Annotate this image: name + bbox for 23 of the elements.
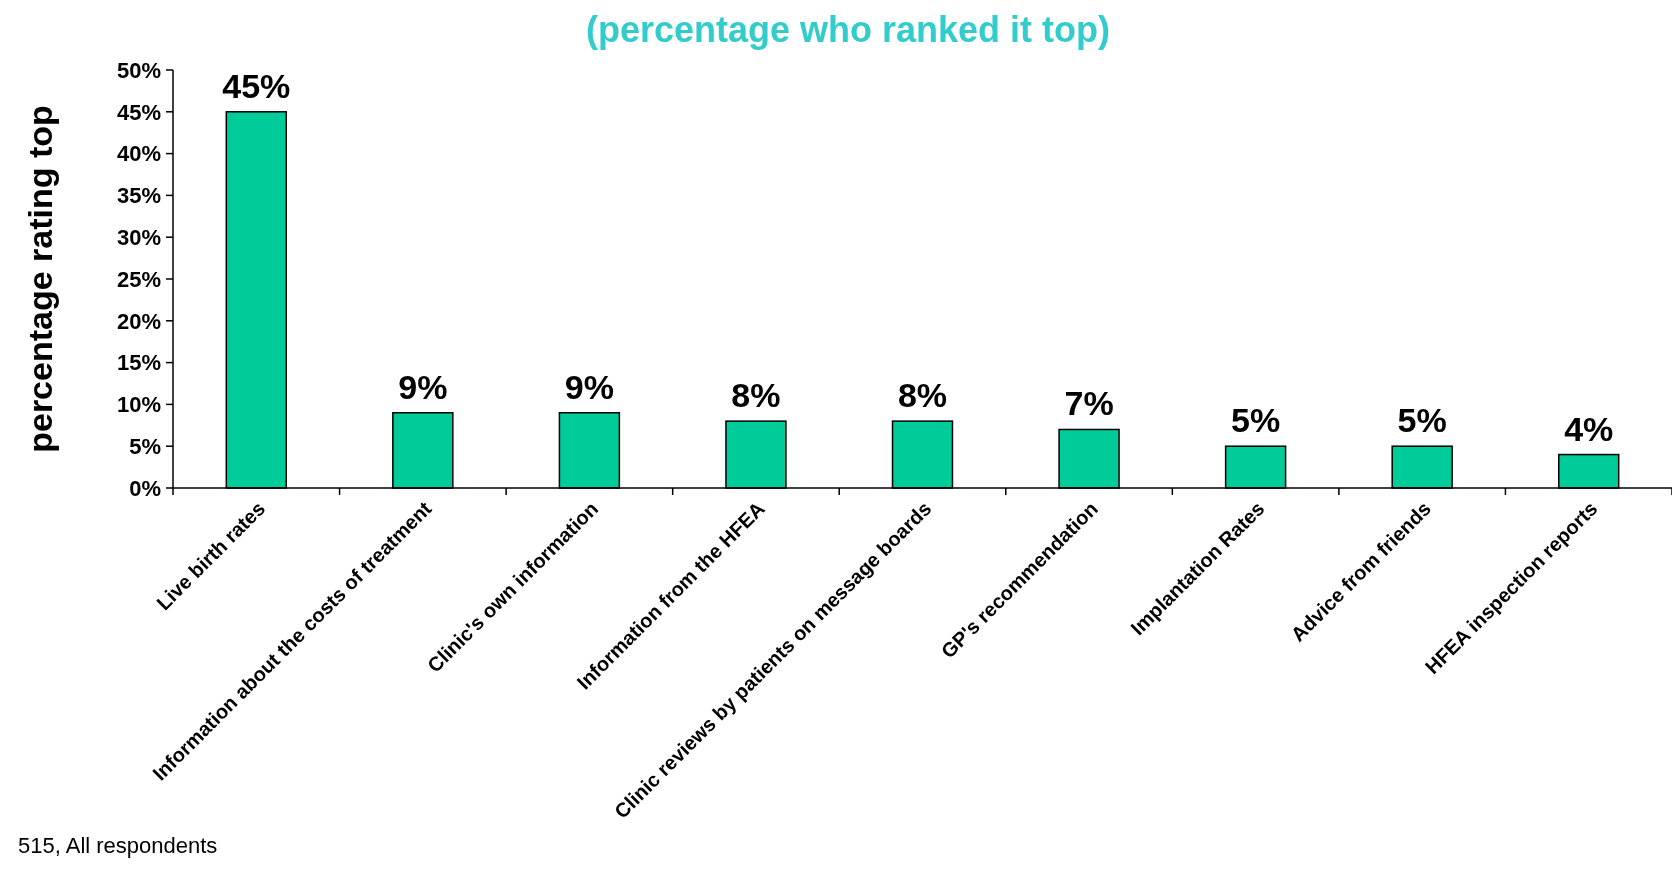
data-label: 45% bbox=[222, 66, 291, 105]
data-label: 9% bbox=[564, 367, 614, 406]
data-label: 8% bbox=[731, 376, 781, 415]
y-tick-label: 15% bbox=[116, 350, 161, 376]
data-label: 8% bbox=[897, 376, 948, 415]
y-tick-label: 0% bbox=[129, 475, 161, 501]
y-tick-label: 5% bbox=[129, 433, 161, 459]
y-tick-label: 30% bbox=[116, 224, 161, 250]
text: 515, All respondents bbox=[18, 833, 218, 858]
y-tick-label: 10% bbox=[116, 392, 161, 418]
data-label: 4% bbox=[1564, 409, 1614, 448]
y-axis-title: percentage rating top bbox=[21, 105, 59, 453]
y-tick-label: 50% bbox=[116, 57, 161, 83]
y-tick-label: 25% bbox=[116, 266, 161, 292]
y-tick-label: 40% bbox=[116, 141, 161, 167]
y-tick-label: 20% bbox=[116, 308, 161, 334]
data-label: 9% bbox=[398, 367, 448, 406]
data-label: 5% bbox=[1397, 401, 1447, 440]
data-label: 7% bbox=[1064, 384, 1114, 423]
chart-title: (percentage who ranked it top) bbox=[585, 9, 1111, 50]
y-tick-label: 35% bbox=[116, 183, 161, 209]
data-label: 5% bbox=[1231, 401, 1281, 440]
y-tick-label: 45% bbox=[116, 99, 161, 125]
